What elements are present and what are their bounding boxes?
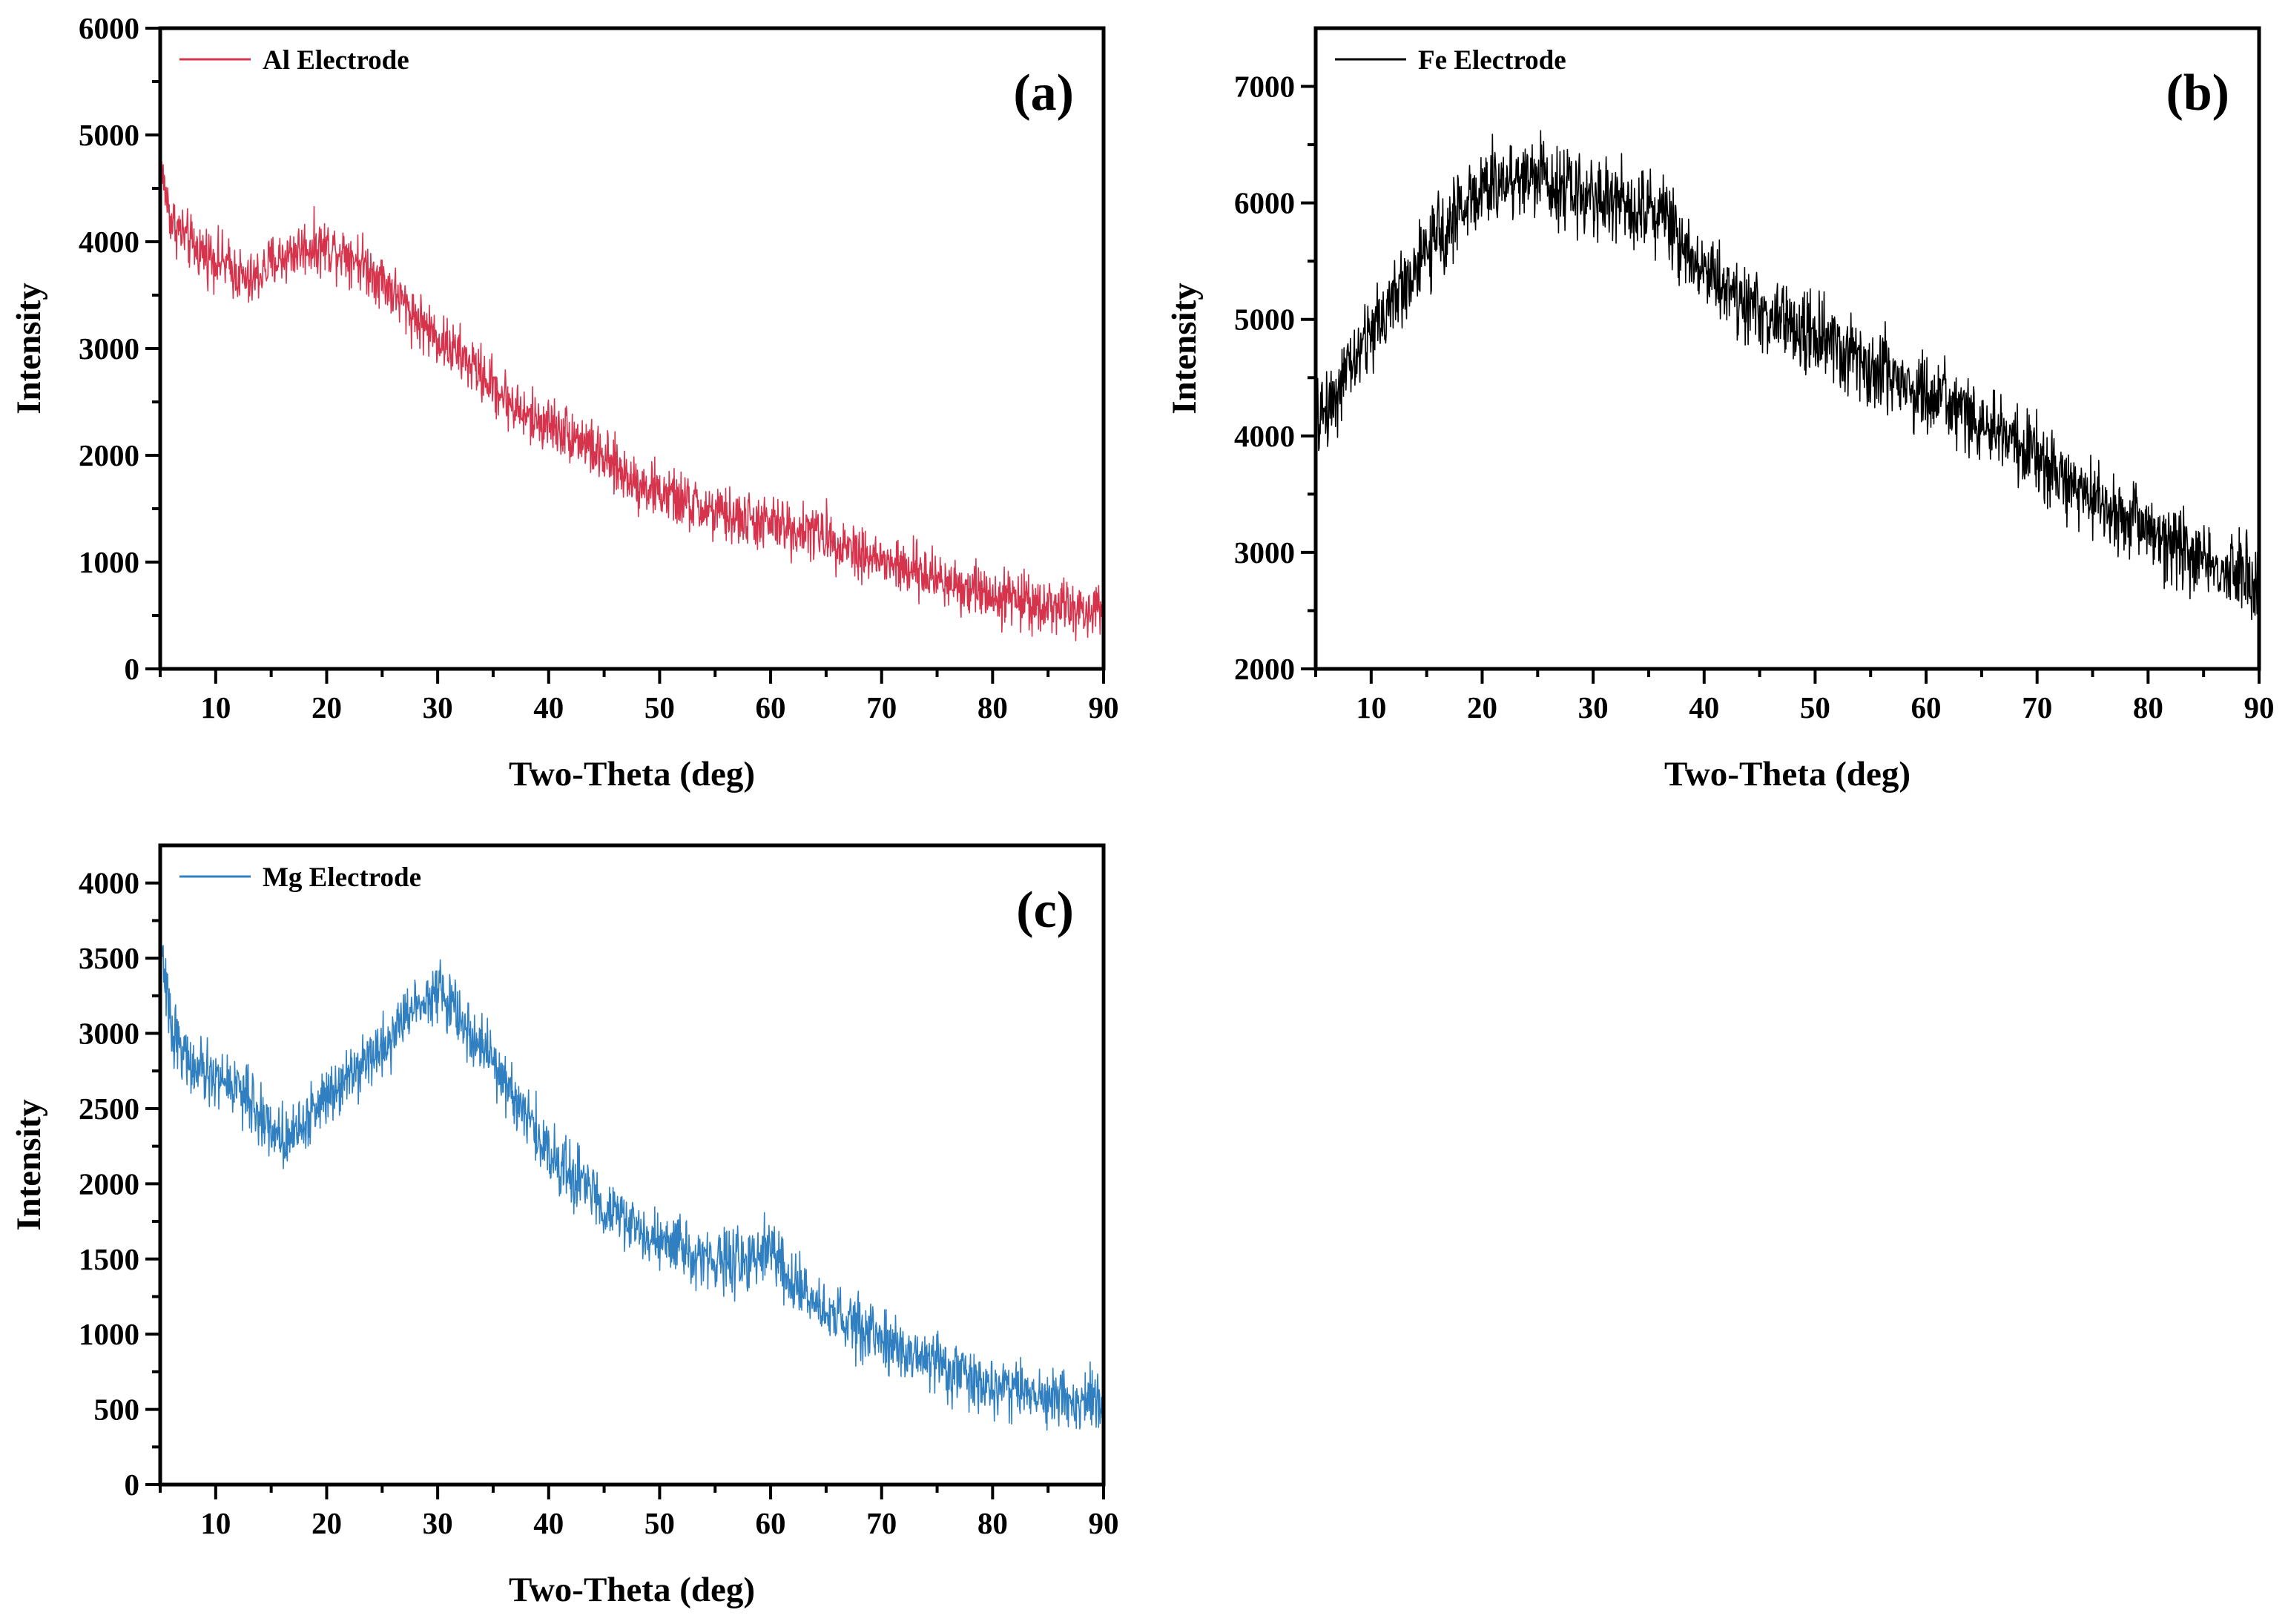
x-axis-title: Two-Theta (deg) [1664, 755, 1910, 793]
x-tick-label: 50 [1800, 690, 1830, 724]
x-axis-title: Two-Theta (deg) [509, 1571, 755, 1609]
y-tick-label: 1500 [79, 1242, 139, 1276]
y-axis-title: Intensity [10, 1099, 48, 1231]
y-tick-label: 0 [125, 652, 140, 686]
y-tick-label: 6000 [1234, 186, 1295, 220]
y-tick-label: 2000 [79, 1166, 139, 1201]
x-tick-label: 90 [2244, 690, 2275, 724]
x-tick-label: 50 [644, 1506, 675, 1540]
x-tick-label: 40 [1689, 690, 1719, 724]
plot-frame [158, 843, 1106, 1487]
chart-panel-c: 10 20 30 40 50 60 70 80 90 0 500 1000 1500 2000 2500 30… [10, 843, 1119, 1609]
x-tick-label: 40 [533, 690, 564, 724]
x-tick-label: 70 [2022, 690, 2052, 724]
panel-label: (a) [1013, 65, 1074, 122]
x-tick-label: 10 [1356, 690, 1386, 724]
x-tick-label: 10 [200, 690, 231, 724]
y-tick-label: 500 [94, 1393, 140, 1427]
series-line [159, 942, 1104, 1431]
x-tick-label: 80 [977, 1506, 1008, 1540]
y-tick-label: 7000 [1234, 70, 1295, 104]
y-tick-label: 4000 [79, 866, 139, 900]
x-tick-label: 20 [311, 1506, 342, 1540]
x-tick-label: 70 [866, 1506, 897, 1540]
y-tick-label: 3500 [79, 941, 139, 975]
chart-panel-a: 10 20 30 40 50 60 70 80 90 0 1000 2000 3000 4000 5000 6… [10, 11, 1119, 793]
y-tick-label: 2500 [79, 1092, 139, 1126]
series-line [159, 160, 1104, 641]
plot-frame [1313, 26, 2261, 671]
x-tick-label: 20 [1467, 690, 1497, 724]
chart-panel-b: 10 20 30 40 50 60 70 80 90 2000 3000 4000 5000 6000 70… [1165, 26, 2275, 793]
y-tick-label: 4000 [1234, 419, 1295, 453]
y-tick-label: 0 [125, 1468, 140, 1502]
legend-label: Mg Electrode [263, 862, 421, 893]
x-axis-title: Two-Theta (deg) [509, 755, 755, 793]
x-tick-label: 50 [644, 690, 675, 724]
x-tick-label: 40 [533, 1506, 564, 1540]
series-line [1315, 130, 2260, 621]
y-tick-label: 4000 [79, 225, 139, 259]
y-axis-title: Intensity [10, 283, 48, 415]
y-axis-title: Intensity [1165, 283, 1204, 415]
legend-label: Al Electrode [263, 45, 409, 76]
y-tick-label: 3000 [79, 331, 139, 366]
x-tick-label: 60 [1911, 690, 1942, 724]
x-tick-label: 80 [2133, 690, 2163, 724]
y-tick-label: 6000 [79, 11, 139, 45]
x-tick-label: 30 [423, 1506, 453, 1540]
y-tick-label: 1000 [79, 1317, 139, 1351]
x-tick-label: 30 [423, 690, 453, 724]
x-tick-label: 80 [977, 690, 1008, 724]
x-tick-label: 10 [200, 1506, 231, 1540]
y-tick-label: 1000 [79, 545, 139, 579]
x-tick-label: 60 [756, 690, 786, 724]
panel-label: (b) [2166, 65, 2229, 122]
y-tick-label: 2000 [79, 438, 139, 472]
x-tick-label: 30 [1578, 690, 1609, 724]
y-tick-label: 3000 [79, 1017, 139, 1051]
x-tick-label: 90 [1089, 1506, 1119, 1540]
x-tick-label: 70 [866, 690, 897, 724]
x-tick-label: 90 [1089, 690, 1119, 724]
y-tick-label: 5000 [1234, 303, 1295, 337]
panel-label: (c) [1016, 882, 1074, 939]
legend-label: Fe Electrode [1418, 45, 1566, 76]
x-tick-label: 60 [756, 1506, 786, 1540]
plot-frame [158, 26, 1106, 671]
y-tick-label: 2000 [1234, 652, 1295, 686]
x-tick-label: 20 [311, 690, 342, 724]
y-tick-label: 3000 [1234, 535, 1295, 570]
y-tick-label: 5000 [79, 118, 139, 152]
